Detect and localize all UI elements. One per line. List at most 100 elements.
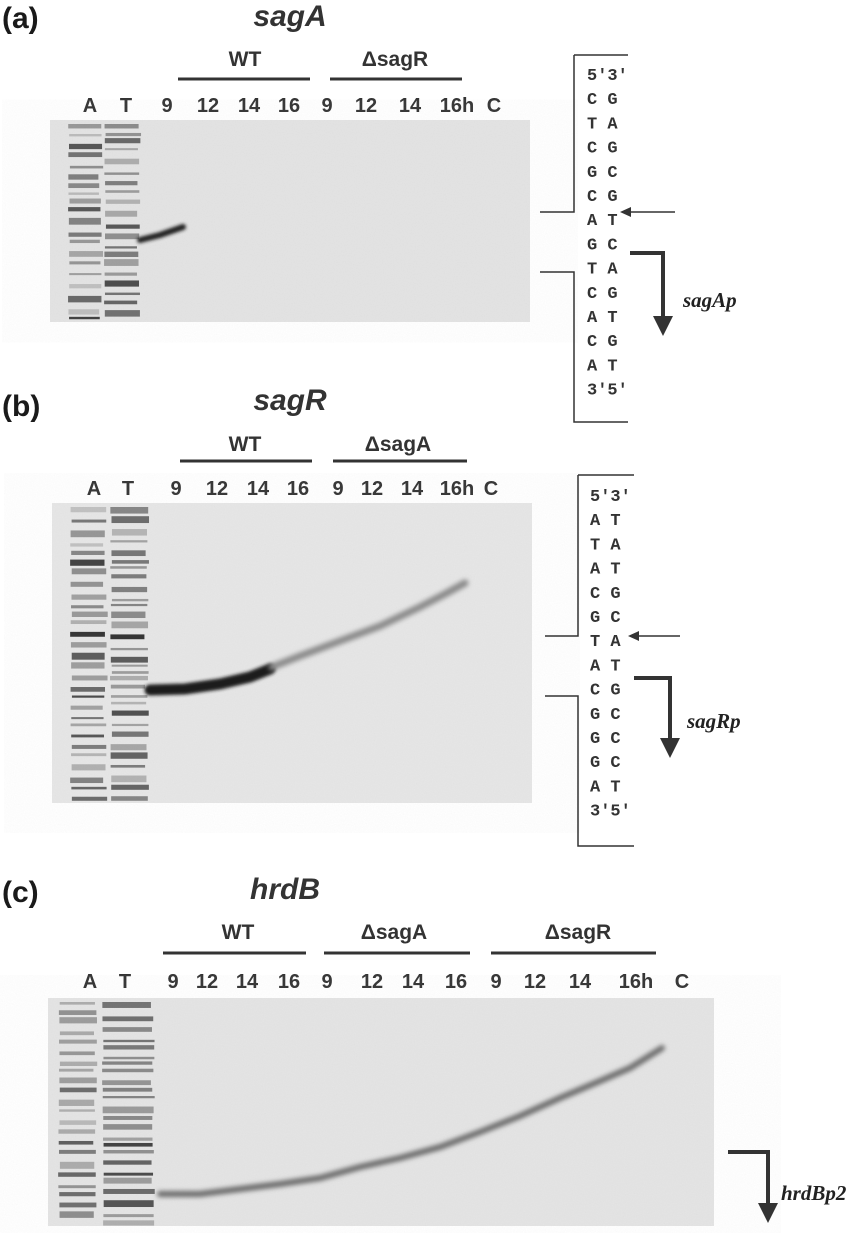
ladder-band (69, 165, 104, 169)
panel-c-label: (c) (2, 876, 39, 909)
lane-label: 12 (524, 971, 546, 993)
lane-label: T (120, 95, 132, 117)
panel-a-band (137, 224, 186, 243)
panel-c-group-dsaga: ΔsagA (361, 921, 427, 944)
ladder-band (105, 181, 138, 186)
ladder-band (68, 174, 99, 180)
ladder-band (105, 224, 140, 229)
ladder-band (71, 594, 107, 600)
ladder-band (102, 1002, 151, 1008)
ladder-band (68, 192, 99, 195)
sequence-line: A T (590, 657, 621, 676)
sequence-line: T A (587, 115, 618, 134)
ladder-band (68, 183, 100, 189)
panel-c-group-dsagr: ΔsagR (545, 921, 611, 944)
ladder-band (110, 764, 146, 768)
sequence-line: C G (587, 91, 618, 110)
ladder-band (59, 1087, 97, 1093)
panel-a-lane-labels: A T 9 12 14 16 9 12 14 16h C (83, 95, 501, 117)
lane-label: A (87, 478, 101, 500)
ladder-band (71, 611, 108, 617)
ladder-band (103, 1056, 155, 1060)
ladder-band (111, 598, 149, 602)
ladder-band (71, 786, 107, 790)
sequence-line: A T (590, 512, 621, 531)
ladder-band (111, 664, 148, 667)
ladder-band (103, 1124, 153, 1130)
ladder-band (71, 744, 107, 749)
ladder-band (104, 124, 139, 129)
sequence-line: G C (590, 754, 621, 773)
panel-a-group-wt: WT (229, 48, 262, 71)
ladder-band (103, 1150, 154, 1154)
ladder-band (69, 198, 101, 204)
ladder-band (69, 261, 101, 265)
panel-b-group-dsaga: ΔsagA (365, 433, 431, 456)
ladder-band (70, 687, 106, 692)
ladder-band (71, 675, 108, 681)
lane-label: 14 (399, 95, 422, 117)
sequence-line: C G (590, 585, 621, 604)
ladder-band (71, 796, 108, 801)
ladder-band (58, 1172, 96, 1177)
ladder-band (68, 143, 103, 150)
ladder-band (70, 620, 107, 625)
ladder-band (59, 1109, 95, 1112)
ladder-band (71, 568, 107, 575)
lane-label: 16 (278, 971, 300, 993)
ladder-band (102, 1061, 153, 1065)
ladder-band (111, 621, 149, 629)
ladder-band (58, 1068, 94, 1072)
panel-c-lane-labels: A T 9 12 14 16 9 12 14 16 9 12 14 16h C (83, 971, 689, 993)
ladder-band (68, 309, 100, 315)
panel-c-gene-title: hrdB (250, 873, 320, 906)
ladder-band (70, 581, 104, 587)
ladder-band (68, 207, 101, 212)
ladder-band (104, 158, 140, 165)
ladder-band (104, 259, 139, 266)
panel-a-promoter-label: sagAp (682, 288, 737, 312)
ladder-band (110, 540, 148, 543)
ladder-band (103, 1200, 154, 1208)
ladder-band (69, 316, 100, 320)
ladder-band (70, 777, 104, 784)
lane-label: T (119, 971, 131, 993)
ladder-band (71, 605, 104, 609)
ladder-band (110, 744, 147, 751)
arrowhead-icon (660, 738, 680, 758)
ladder-band (102, 1027, 152, 1032)
ladder-band (58, 1129, 96, 1134)
ladder-band (111, 611, 146, 619)
sequence-line: C G (587, 285, 618, 304)
panel-a-gene-title: sagA (253, 0, 326, 33)
ladder-band (59, 1202, 97, 1208)
ladder-band (111, 574, 147, 579)
ladder-band (102, 1096, 155, 1099)
ladder-band (104, 138, 141, 144)
sequence-line: G C (587, 164, 618, 183)
lane-label: 12 (196, 971, 218, 993)
ladder-band (105, 233, 140, 240)
ladder-band (102, 1016, 154, 1022)
lane-label: 14 (569, 971, 592, 993)
ladder-band (111, 671, 149, 674)
panel-b-promoter-label: sagRp (686, 709, 741, 733)
ladder-band (111, 516, 150, 524)
ladder-band (59, 1211, 94, 1218)
panel-b-band-strong (144, 663, 276, 696)
lane-label: 14 (238, 95, 261, 117)
arrowhead-icon (628, 631, 639, 641)
lane-label: 12 (361, 478, 383, 500)
panel-c-promoter-arrow (728, 1150, 770, 1205)
ladder-band (58, 1149, 96, 1154)
ladder-band (70, 507, 107, 513)
ladder-band (102, 1080, 151, 1086)
ladder-band (71, 652, 105, 660)
ladder-band (104, 292, 140, 296)
sequence-line: A T (587, 357, 618, 376)
lane-label: 9 (167, 971, 178, 993)
ladder-band (102, 1106, 154, 1114)
sequence-line: 5'3' (587, 67, 628, 86)
ladder-band (110, 566, 147, 569)
